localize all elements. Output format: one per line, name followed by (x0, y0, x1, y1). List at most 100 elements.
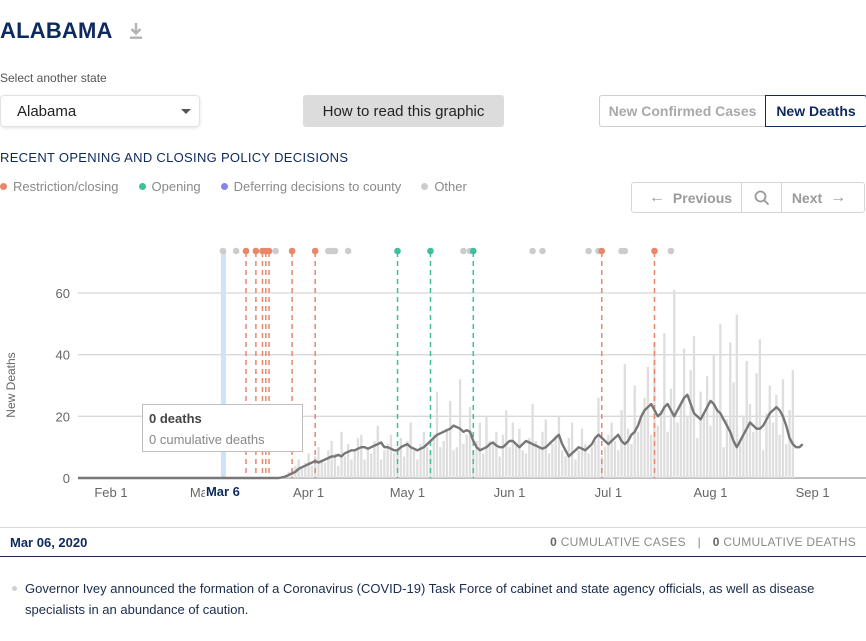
previous-button[interactable]: ← Previous (632, 183, 742, 212)
policy-event-dot (585, 247, 592, 255)
bar (755, 373, 758, 478)
bar (785, 444, 788, 478)
tooltip-cumulative: 0 cumulative deaths (149, 432, 265, 447)
bar (613, 441, 617, 478)
bar (514, 444, 518, 478)
bar (455, 447, 458, 478)
y-tick-label: 20 (56, 409, 70, 424)
x-tick-label: Sep 1 (796, 485, 830, 500)
bar (689, 370, 692, 478)
search-button[interactable] (742, 183, 782, 212)
policy-event-dot (219, 247, 227, 255)
separator: | (697, 535, 702, 549)
restriction-dot-icon (0, 183, 7, 190)
bar (791, 370, 794, 478)
bar (676, 422, 679, 478)
bar (630, 444, 633, 478)
bar (482, 453, 485, 478)
cumulative-summary: 0 CUMULATIVE CASES | 0 CUMULATIVE DEATHS (550, 535, 856, 549)
legend-item-deferring: Deferring decisions to county (220, 179, 402, 194)
bar (544, 419, 547, 478)
bar (472, 450, 475, 478)
bar (594, 441, 597, 478)
bar (356, 437, 360, 478)
bar (590, 447, 594, 478)
bar (330, 441, 333, 478)
bar (570, 422, 574, 478)
cumulative-deaths-label: CUMULATIVE DEATHS (723, 535, 856, 549)
bar (725, 419, 729, 478)
legend-item-opening: Opening (138, 179, 201, 194)
chevron-down-icon (181, 109, 191, 114)
bar (738, 441, 742, 478)
policy-event-dot (539, 247, 546, 255)
bar (722, 447, 725, 478)
bar (379, 459, 383, 478)
download-icon[interactable] (127, 21, 145, 41)
how-to-read-button[interactable]: How to read this graphic (303, 95, 504, 127)
bar (314, 456, 317, 478)
info-bar: Mar 06, 2020 0 CUMULATIVE CASES | 0 CUMU… (0, 527, 866, 557)
bar (541, 431, 544, 478)
x-tick-label: Jul 1 (595, 485, 622, 500)
bar (518, 428, 521, 478)
bar (706, 376, 709, 478)
bar (300, 468, 304, 478)
bar (584, 444, 587, 478)
bar (475, 441, 478, 478)
policy-event-dot (232, 247, 240, 255)
bar (712, 354, 715, 478)
bar (538, 447, 541, 478)
bar (412, 450, 416, 478)
bar (682, 348, 686, 478)
bar (442, 441, 445, 478)
policy-event-dot (427, 247, 434, 255)
bar (310, 465, 314, 478)
bar (732, 382, 735, 478)
bar (600, 456, 603, 478)
bar (498, 456, 501, 478)
bar (323, 462, 327, 478)
bar (491, 444, 495, 478)
bar (709, 425, 712, 478)
policy-event-dot (331, 247, 339, 255)
deaths-chart[interactable]: 0 20 40 60 New Deaths Feb 1 Mar 1 Apr 1 May 1 Jun… (0, 240, 866, 505)
cumulative-cases-value: 0 (550, 535, 558, 549)
bar (788, 410, 791, 478)
x-tick-label: Aug 1 (693, 485, 727, 500)
state-select[interactable]: Alabama (0, 95, 200, 127)
bar (366, 447, 370, 478)
next-button[interactable]: Next → (782, 183, 864, 212)
policy-event-dot (469, 247, 477, 255)
highlight-band (220, 249, 226, 478)
bar (551, 444, 554, 478)
x-tick-label: Mar 1 (190, 485, 223, 500)
bar (422, 431, 426, 478)
deferring-dot-icon (220, 183, 228, 190)
policy-event-dot (288, 247, 296, 255)
bar (597, 397, 600, 478)
legend-label: Deferring decisions to county (233, 179, 402, 194)
bar (432, 434, 435, 478)
bar (389, 434, 393, 478)
bar (445, 428, 449, 478)
bar (449, 400, 452, 478)
bar (692, 336, 696, 478)
bar (650, 434, 653, 478)
legend-label: Restriction/closing (13, 179, 119, 194)
bar (719, 323, 722, 478)
highlight-date-label: Mar 6 (206, 484, 240, 499)
event-navigation: ← Previous Next → (631, 182, 865, 213)
average-line (78, 393, 804, 480)
bar (561, 450, 564, 478)
bar (406, 441, 409, 478)
bar (360, 434, 363, 478)
bar (343, 456, 346, 478)
bar (735, 314, 738, 478)
bar (557, 416, 561, 478)
new-confirmed-cases-button[interactable]: New Confirmed Cases (599, 95, 765, 127)
policy-heading: RECENT OPENING AND CLOSING POLICY DECISI… (0, 150, 349, 165)
new-deaths-button[interactable]: New Deaths (765, 95, 866, 127)
bullet-icon (12, 586, 17, 591)
bar (320, 459, 323, 478)
